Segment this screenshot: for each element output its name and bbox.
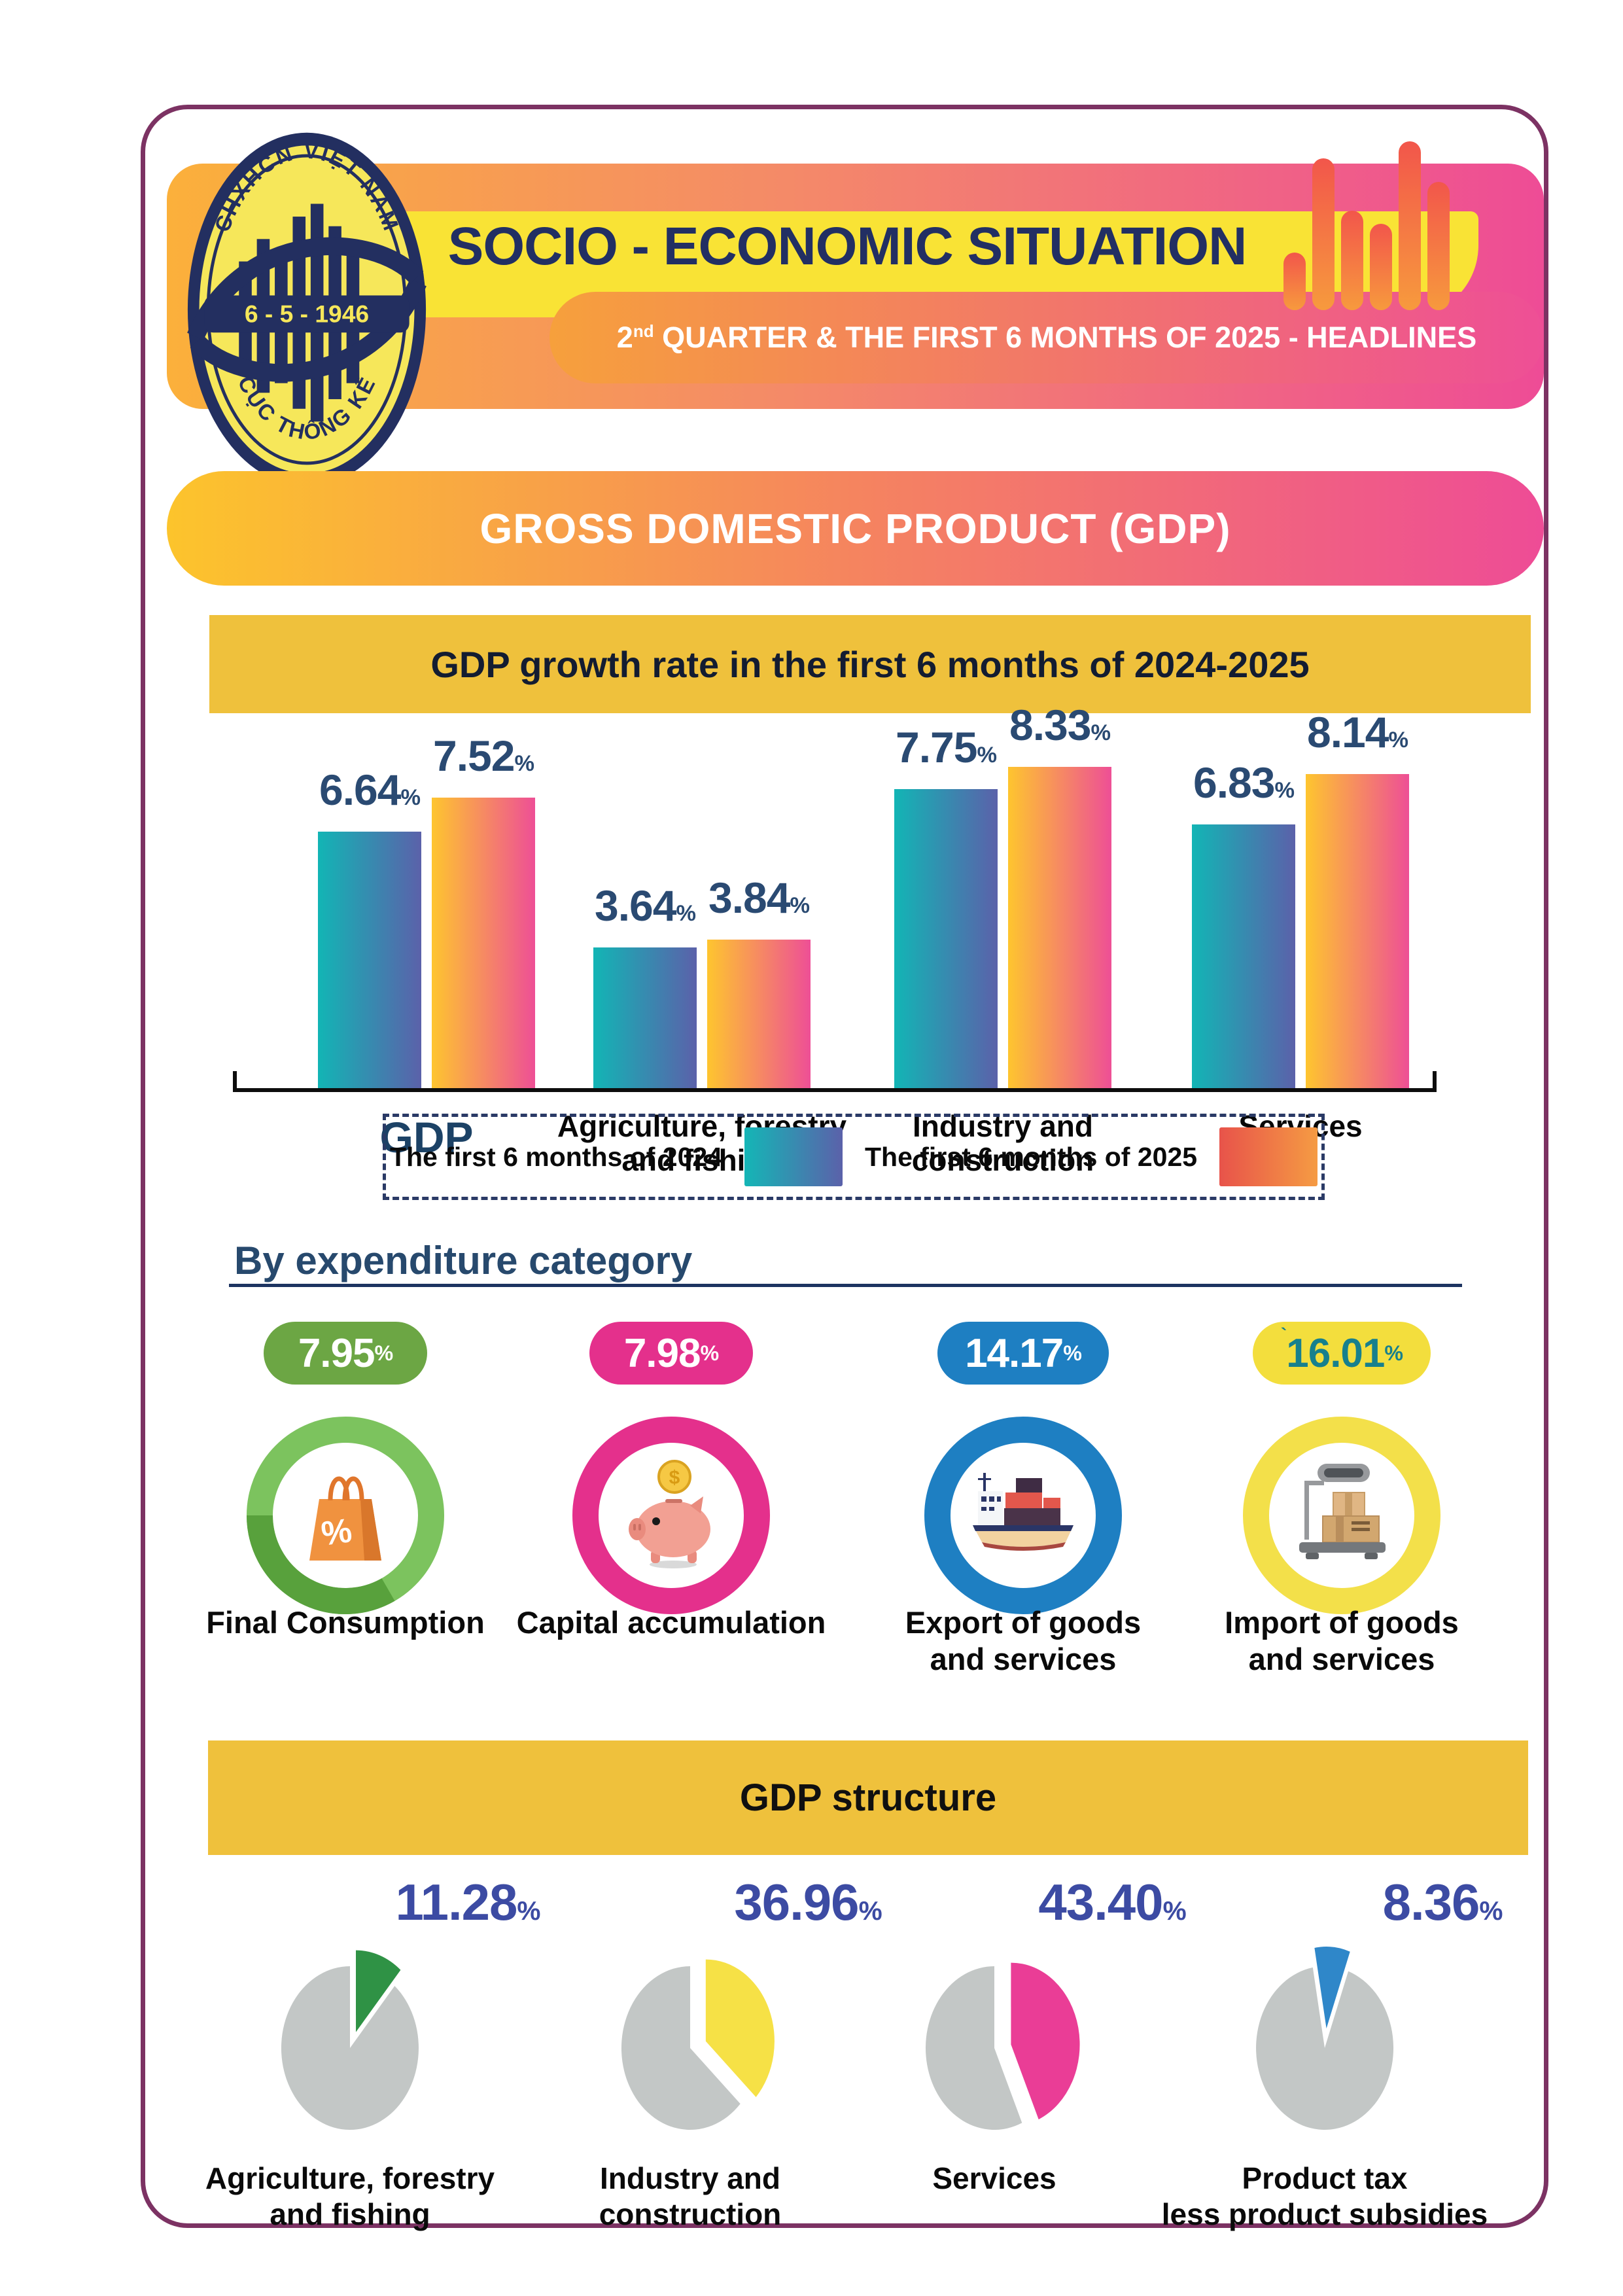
expenditure-heading: By expenditure category: [234, 1239, 693, 1282]
legend-swatch-2025: [1219, 1127, 1318, 1186]
bar-value-label: 3.64%: [595, 881, 696, 930]
bar-2025: [1306, 774, 1409, 1088]
header-subtitle: 2nd QUARTER & THE FIRST 6 MONTHS OF 2025…: [617, 321, 1476, 355]
structure-section-banner: GDP structure: [208, 1740, 1528, 1855]
bar-2024: [318, 832, 421, 1088]
bar-2024: [1192, 824, 1295, 1088]
pie-chart: [925, 1962, 1080, 2130]
pie-category-label: Product tax less product subsidies: [1161, 2161, 1488, 2231]
bar-2025: [432, 798, 535, 1088]
expenditure-label: Capital accumulation: [516, 1605, 826, 1640]
pie-category-label: Services: [932, 2161, 1056, 2195]
pie-rest-slice: [925, 1966, 1022, 2130]
expenditure-ring: [924, 1417, 1122, 1614]
expenditure-badge: ` 16.01%: [1253, 1322, 1431, 1385]
page-title: SOCIO - ECONOMIC SITUATION: [447, 217, 1248, 276]
weighing-scale-icon: [1299, 1464, 1386, 1559]
pie-chart: [621, 1959, 775, 2130]
legend-swatch-2024: [744, 1127, 843, 1186]
statistics-office-logo: 6 - 5 - 1946 CHXHCN VIỆT NAM CỤC THỐNG K…: [187, 132, 427, 487]
axis-left-tick: [233, 1071, 237, 1088]
chart-axis-line: [233, 1088, 1437, 1092]
pie-value-label: 43.40%: [1038, 1873, 1186, 1931]
pie-value-slice: [705, 1959, 775, 2097]
pie-value-label: 8.36%: [1382, 1873, 1503, 1931]
svg-text:$: $: [669, 1467, 680, 1489]
bar-chart-icon: [1283, 141, 1450, 310]
pie-chart: [281, 1950, 419, 2130]
expenditure-label: Export of goods and services: [905, 1605, 1142, 1676]
pie-rest-slice: [621, 1966, 741, 2130]
category-label: GDP: [379, 1113, 474, 1161]
pie-value-slice: [1011, 1962, 1080, 2120]
bar-value-label: 6.64%: [319, 766, 421, 814]
expenditure-ring: %: [247, 1417, 444, 1614]
bar-2024: [894, 789, 998, 1088]
pie-value-slice: [1314, 1947, 1350, 2029]
piggy-bank-icon: $: [629, 1460, 710, 1568]
growth-chart-title: GDP growth rate in the first 6 months of…: [209, 615, 1531, 713]
expenditure-badge: 7.95%: [264, 1322, 427, 1385]
subtitle-text: QUARTER & THE FIRST 6 MONTHS OF 2025 - H…: [654, 321, 1477, 354]
pie-value-label: 36.96%: [734, 1873, 882, 1931]
bar-value-label: 7.75%: [896, 723, 997, 771]
subtitle-ordinal: nd: [633, 321, 654, 341]
pie-chart: [1256, 1947, 1394, 2130]
legend-label-2025: The first 6 months of 2025: [865, 1141, 1198, 1172]
shopping-bag-icon: %: [309, 1476, 381, 1561]
expenditure-label: Import of goods and services: [1225, 1605, 1459, 1676]
subtitle-number: 2: [616, 321, 633, 354]
bar-value-label: 6.83%: [1193, 758, 1295, 807]
logo-date: 6 - 5 - 1946: [245, 300, 369, 328]
header-subtitle-pill: 2nd QUARTER & THE FIRST 6 MONTHS OF 2025…: [550, 292, 1544, 383]
bar-value-label: 8.33%: [1009, 701, 1111, 749]
expenditure-badge: 7.98%: [589, 1322, 753, 1385]
pie-value-slice: [356, 1950, 401, 2032]
pie-value-label: 11.28%: [395, 1873, 541, 1931]
bar-value-label: 8.14%: [1307, 708, 1408, 756]
gdp-section-banner: GROSS DOMESTIC PRODUCT (GDP): [167, 471, 1544, 586]
pie-category-label: Industry and construction: [599, 2161, 782, 2231]
svg-text:%: %: [319, 1511, 355, 1553]
expenditure-label: Final Consumption: [206, 1605, 485, 1640]
page-frame: [141, 105, 1548, 2228]
legend-label-2024: The first 6 months of 2024: [389, 1141, 722, 1172]
bar-2024: [593, 947, 697, 1088]
bar-value-label: 3.84%: [708, 874, 810, 922]
bar-2025: [707, 940, 811, 1088]
expenditure-underline: [229, 1284, 1462, 1287]
pie-category-label: Agriculture, forestry and fishing: [205, 2161, 495, 2231]
axis-right-tick: [1433, 1071, 1437, 1088]
pie-rest-slice: [1256, 1967, 1394, 2130]
bar-2025: [1008, 767, 1111, 1088]
expenditure-badge: 14.17%: [937, 1322, 1109, 1385]
chart-legend: The first 6 months of 2024 The first 6 m…: [383, 1114, 1325, 1200]
pie-rest-slice: [281, 1966, 419, 2130]
cargo-ship-icon: [973, 1473, 1073, 1551]
bar-value-label: 7.52%: [433, 732, 534, 780]
expenditure-ring: [1243, 1417, 1440, 1614]
expenditure-ring: $: [572, 1417, 770, 1614]
